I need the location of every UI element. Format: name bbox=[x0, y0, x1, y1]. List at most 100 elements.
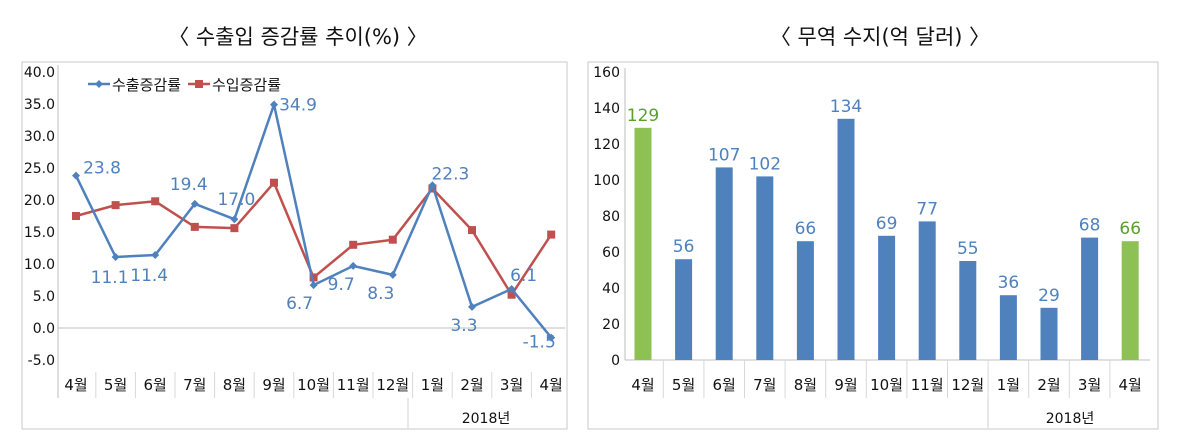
bar-data-label: 29 bbox=[1038, 286, 1060, 306]
export-point bbox=[72, 171, 80, 180]
export-point bbox=[547, 333, 556, 342]
y-tick-label: 0.0 bbox=[33, 321, 55, 337]
line-chart-y-axis: 40.0 35.0 30.0 25.0 20.0 15.0 10.0 5.0 0.0 -5.0 bbox=[24, 65, 55, 369]
y-tick-label: 5.0 bbox=[33, 289, 55, 305]
legend-export-label: 수출증감률 bbox=[112, 76, 181, 94]
highlight-bar bbox=[634, 127, 652, 360]
export-point bbox=[388, 270, 397, 279]
bar-data-label: 66 bbox=[1119, 219, 1141, 239]
y-tick-label: 160 bbox=[593, 65, 620, 81]
export-point bbox=[428, 181, 437, 190]
x-tick-label: 7월 bbox=[753, 376, 776, 394]
y-tick-label: 35.0 bbox=[24, 97, 55, 113]
import-point bbox=[151, 197, 160, 206]
trade-balance-bar bbox=[837, 118, 855, 360]
x-tick-label: 5월 bbox=[104, 376, 127, 394]
trade-balance-bar bbox=[756, 176, 774, 360]
y-tick-label: 25.0 bbox=[24, 161, 55, 177]
export-point bbox=[151, 251, 160, 260]
import-point bbox=[309, 273, 318, 282]
import-point bbox=[72, 212, 80, 220]
bar-data-label: 66 bbox=[795, 219, 817, 239]
x-tick-label: 11월 bbox=[911, 376, 944, 394]
x-tick-label: 4월 bbox=[64, 376, 87, 394]
export-data-label: 34.9 bbox=[279, 96, 317, 116]
y-tick-label: 20 bbox=[602, 317, 620, 333]
y-tick-label: 15.0 bbox=[24, 225, 55, 241]
export-growth-line bbox=[74, 100, 553, 339]
x-tick-label: 5월 bbox=[672, 376, 695, 394]
y-tick-label: 100 bbox=[593, 173, 620, 189]
export-point bbox=[309, 281, 318, 290]
x-tick-label: 12월 bbox=[376, 376, 409, 394]
trade-balance-bar bbox=[1081, 237, 1099, 360]
bar-data-label: 129 bbox=[627, 106, 659, 126]
x-tick-label: 4월 bbox=[540, 376, 563, 394]
export-point bbox=[468, 302, 476, 311]
export-data-label: 9.7 bbox=[328, 275, 355, 295]
x-tick-label: 4월 bbox=[1119, 376, 1142, 394]
y-tick-label: 40 bbox=[602, 281, 620, 297]
y-tick-label: 20.0 bbox=[24, 193, 55, 209]
export-data-label: 22.3 bbox=[431, 164, 469, 184]
trade-balance-bar bbox=[796, 241, 814, 360]
line-chart-year-label: 2018년 bbox=[462, 411, 511, 427]
x-tick-label: 10월 bbox=[870, 376, 903, 394]
bar-chart: 〈 무역 수지(억 달러) 〉 160 140 120 100 80 60 40 20 0 12… bbox=[587, 25, 1159, 430]
export-data-label: 6.7 bbox=[286, 294, 313, 314]
line-chart-x-axis: 4월 5월 6월 7월 8월 9월 10월 11월 12월 1월 2월 3월 4월 bbox=[64, 372, 563, 398]
export-data-label: 11.4 bbox=[130, 266, 168, 286]
x-tick-label: 7월 bbox=[183, 376, 206, 394]
legend-export-marker bbox=[95, 80, 103, 88]
import-point bbox=[190, 222, 199, 231]
y-tick-label: 40.0 bbox=[24, 65, 55, 81]
export-data-label: 6.1 bbox=[510, 266, 537, 286]
import-point bbox=[270, 178, 278, 187]
line-chart-series bbox=[72, 100, 556, 342]
x-tick-label: 3월 bbox=[1078, 376, 1101, 394]
import-point bbox=[230, 224, 239, 233]
y-tick-label: 120 bbox=[593, 137, 620, 153]
export-data-label: 3.3 bbox=[450, 316, 477, 336]
import-point bbox=[388, 235, 397, 244]
import-point bbox=[507, 290, 516, 299]
trade-balance-bar bbox=[1040, 307, 1058, 360]
bar-data-label: 56 bbox=[673, 237, 695, 257]
export-data-label: 8.3 bbox=[367, 284, 394, 304]
bar-data-label: 69 bbox=[876, 214, 898, 234]
export-point bbox=[111, 252, 120, 261]
line-chart-title: 〈 수출입 증감률 추이(%) 〉 bbox=[168, 25, 428, 49]
export-point bbox=[507, 284, 516, 293]
x-tick-label: 2월 bbox=[1037, 376, 1060, 394]
trade-balance-bar bbox=[999, 295, 1017, 360]
line-chart: 〈 수출입 증감률 추이(%) 〉 40.0 35.0 30.0 25.0 20.0 15… bbox=[21, 25, 568, 430]
bar-data-label: 134 bbox=[830, 97, 862, 117]
y-tick-label: -5.0 bbox=[28, 353, 55, 369]
bar-data-label: 77 bbox=[916, 199, 938, 219]
bar-data-label: 102 bbox=[749, 154, 781, 174]
y-tick-label: 80 bbox=[602, 209, 620, 225]
export-data-label: 23.8 bbox=[83, 159, 121, 179]
y-tick-label: 60 bbox=[602, 245, 620, 261]
highlight-bar bbox=[1121, 241, 1139, 360]
x-tick-label: 8월 bbox=[794, 376, 817, 394]
x-tick-label: 11월 bbox=[337, 376, 370, 394]
x-tick-label: 9월 bbox=[262, 376, 285, 394]
export-data-label: 19.4 bbox=[170, 175, 208, 195]
y-tick-label: 30.0 bbox=[24, 129, 55, 145]
x-tick-label: 4월 bbox=[631, 376, 654, 394]
bar-chart-data-labels: 129 56 107 102 66 134 69 77 55 36 29 68 66 bbox=[627, 97, 1141, 306]
export-point bbox=[190, 199, 199, 208]
x-tick-label: 1월 bbox=[421, 376, 444, 394]
bar-data-label: 68 bbox=[1079, 216, 1101, 236]
import-point bbox=[111, 201, 120, 210]
import-point bbox=[468, 226, 476, 235]
x-tick-label: 6월 bbox=[144, 376, 167, 394]
line-chart-legend: 수출증감률 수입증감률 bbox=[88, 76, 281, 94]
import-point bbox=[547, 230, 556, 239]
bar-data-label: 36 bbox=[998, 273, 1020, 293]
x-tick-label: 12월 bbox=[951, 376, 984, 394]
export-data-label: 11.1 bbox=[91, 268, 129, 288]
x-tick-label: 10월 bbox=[297, 376, 330, 394]
